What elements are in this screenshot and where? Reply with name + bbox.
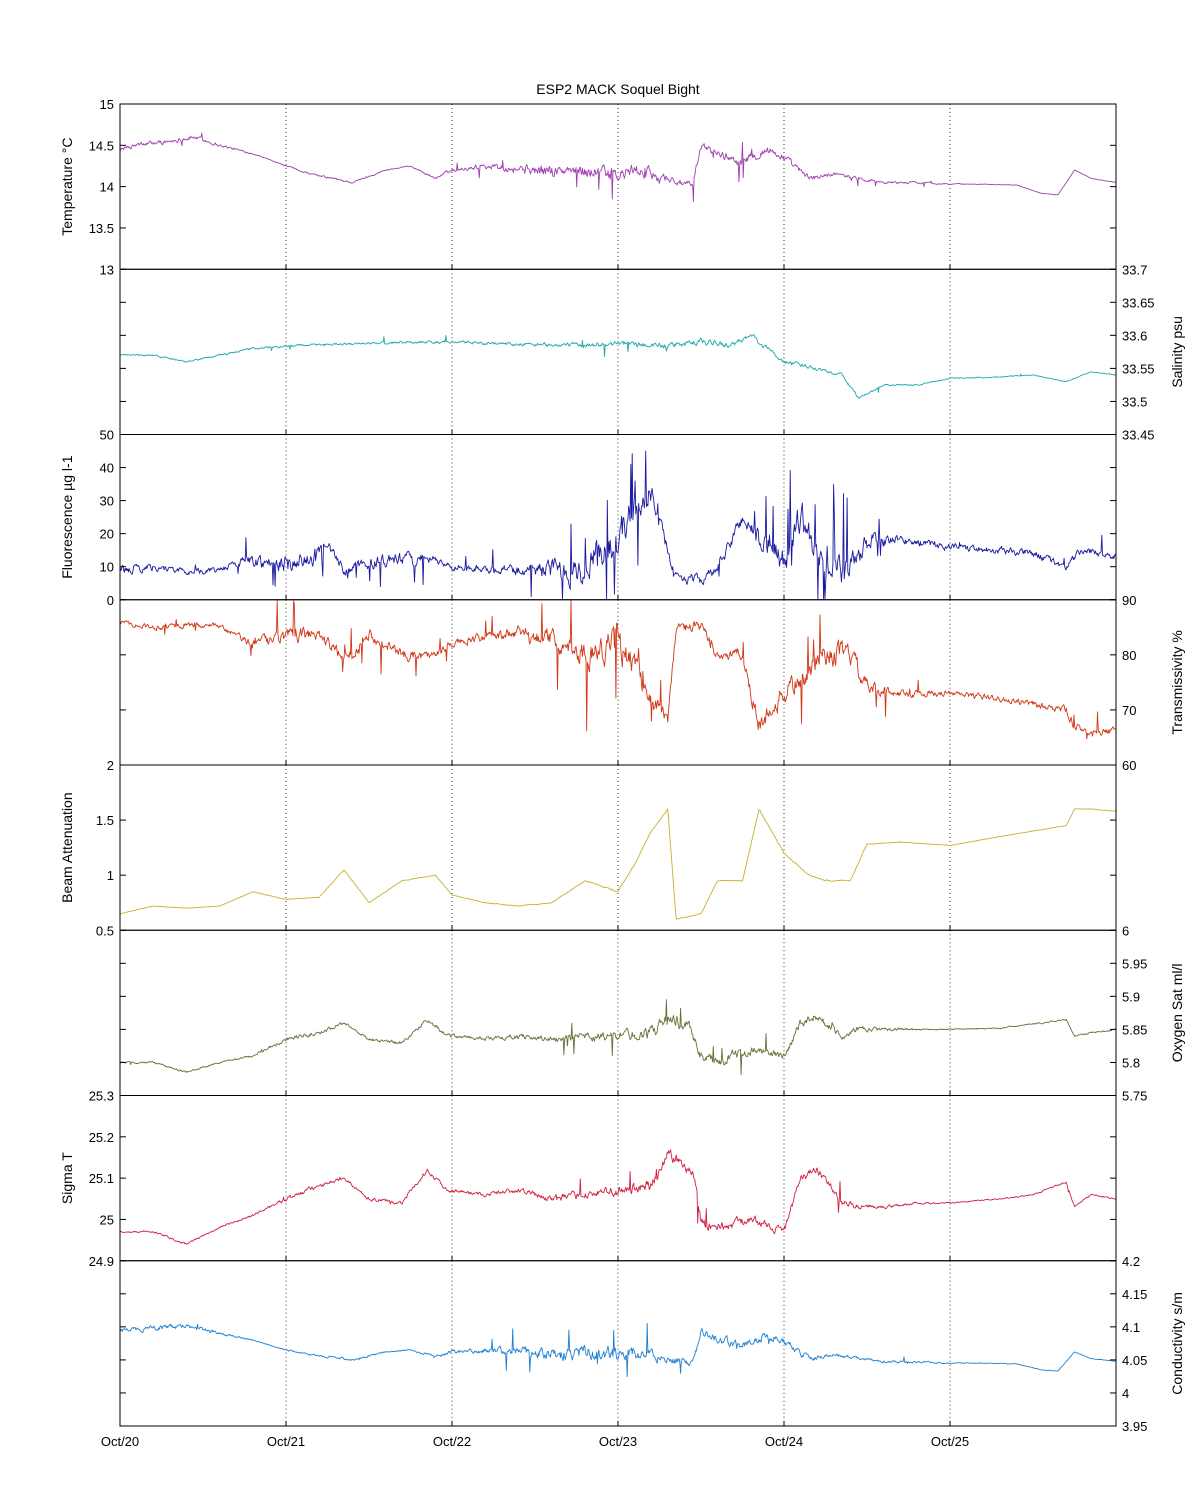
y-tick-label: 13.5 [89, 221, 114, 236]
panel-fluorescence: 0 10 20 30 40 50 Fluorescence µg l-1 [59, 428, 1117, 608]
x-tick-label: Oct/25 [931, 1434, 969, 1449]
y-axis-label: Transmissivity % [1169, 630, 1185, 735]
y-tick-label: 33.65 [1122, 295, 1155, 310]
y-tick-label: 5.9 [1122, 989, 1140, 1004]
x-tick-label: Oct/20 [101, 1434, 139, 1449]
y-tick-label: 80 [1122, 648, 1136, 663]
sigma_t-line [119, 1149, 1117, 1245]
y-tick-label: 5.8 [1122, 1055, 1140, 1070]
y-tick-label: 25.3 [89, 1089, 114, 1104]
y-axis-label: Sigma T [59, 1152, 75, 1204]
y-tick-label: 25.2 [89, 1130, 114, 1145]
y-tick-label: 50 [100, 428, 114, 443]
y-tick-label: 14 [100, 180, 114, 195]
y-tick-label: 40 [100, 461, 114, 476]
y-tick-label: 4.2 [1122, 1254, 1140, 1269]
y-tick-label: 25 [100, 1212, 114, 1227]
y-tick-label: 33.6 [1122, 328, 1147, 343]
y-axis-label: Oxygen Sat ml/l [1169, 963, 1185, 1062]
x-tick-label: Oct/22 [433, 1434, 471, 1449]
chart-title: ESP2 MACK Soquel Bight [536, 81, 700, 97]
x-tick-label: Oct/21 [267, 1434, 305, 1449]
y-tick-label: 60 [1122, 758, 1136, 773]
y-tick-label: 33.55 [1122, 361, 1155, 376]
y-tick-label: 4.15 [1122, 1287, 1147, 1302]
conductivity-line [119, 1322, 1117, 1378]
y-tick-label: 4.1 [1122, 1320, 1140, 1335]
y-axis-label: Temperature °C [59, 138, 75, 236]
panel-sigma_t: 24.9 25 25.1 25.2 25.3 Sigma T [59, 1089, 1117, 1269]
y-tick-label: 25.1 [89, 1171, 114, 1186]
y-tick-label: 5.85 [1122, 1022, 1147, 1037]
y-tick-label: 33.45 [1122, 428, 1155, 443]
beam_attenuation-line [119, 808, 1117, 920]
panel-transmissivity: 60 70 80 90 Transmissivity % [119, 593, 1185, 773]
y-tick-label: 30 [100, 494, 114, 509]
y-axis-label: Fluorescence µg l-1 [59, 455, 75, 578]
y-tick-label: 6 [1122, 923, 1129, 938]
y-tick-label: 5.95 [1122, 956, 1147, 971]
y-tick-label: 0 [107, 593, 114, 608]
y-tick-label: 5.75 [1122, 1089, 1147, 1104]
y-tick-label: 1.5 [96, 813, 114, 828]
y-tick-label: 4.05 [1122, 1353, 1147, 1368]
fluorescence-line [119, 450, 1117, 600]
y-tick-label: 33.7 [1122, 262, 1147, 277]
y-tick-label: 90 [1122, 593, 1136, 608]
y-tick-label: 2 [107, 758, 114, 773]
y-tick-label: 14.5 [89, 138, 114, 153]
y-tick-label: 33.5 [1122, 394, 1147, 409]
y-tick-label: 3.95 [1122, 1419, 1147, 1434]
y-tick-label: 20 [100, 527, 114, 542]
x-tick-label: Oct/24 [765, 1434, 803, 1449]
oxygen_sat-line [119, 999, 1117, 1075]
transmissivity-line [119, 600, 1117, 740]
y-axis-label: Beam Attenuation [59, 792, 75, 903]
y-tick-label: 0.5 [96, 923, 114, 938]
y-tick-label: 70 [1122, 703, 1136, 718]
y-tick-label: 15 [100, 97, 114, 112]
y-tick-label: 1 [107, 868, 114, 883]
panel-conductivity: 3.95 4 4.05 4.1 4.15 4.2 Conductivity s/m [119, 1254, 1185, 1434]
x-tick-label: Oct/23 [599, 1434, 637, 1449]
y-axis-label: Conductivity s/m [1169, 1292, 1185, 1395]
y-axis-label: Salinity psu [1169, 316, 1185, 388]
y-tick-label: 4 [1122, 1386, 1129, 1401]
temperature-line [119, 132, 1117, 202]
y-tick-label: 24.9 [89, 1254, 114, 1269]
y-tick-label: 10 [100, 560, 114, 575]
salinity-line [119, 334, 1117, 399]
y-tick-label: 13 [100, 262, 114, 277]
panel-oxygen_sat: 5.75 5.8 5.85 5.9 5.95 6 Oxygen Sat ml/l [119, 923, 1185, 1104]
